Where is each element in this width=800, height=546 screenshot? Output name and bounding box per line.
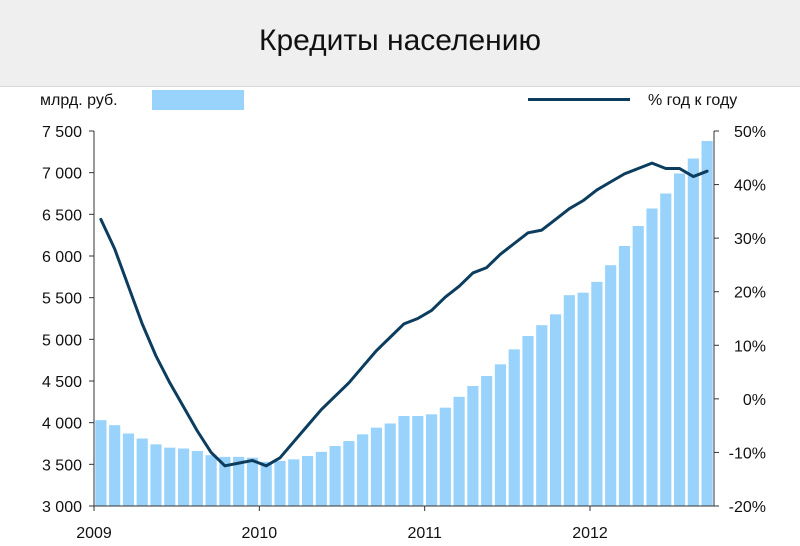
bar bbox=[439, 407, 451, 506]
bar bbox=[646, 208, 658, 506]
x-tick-label: 2012 bbox=[572, 525, 608, 542]
bar bbox=[425, 414, 438, 506]
bar bbox=[453, 396, 465, 506]
left-tick-label: 7 000 bbox=[42, 166, 82, 183]
bar bbox=[191, 451, 203, 506]
left-tick-label: 6 000 bbox=[42, 249, 82, 266]
line-layer bbox=[99, 161, 709, 468]
bar bbox=[109, 425, 121, 506]
right-tick-label: -10% bbox=[729, 445, 766, 462]
bar bbox=[591, 281, 603, 506]
bar bbox=[660, 193, 672, 506]
left-tick-label: 4 500 bbox=[42, 374, 82, 391]
bar bbox=[494, 364, 507, 506]
right-tick-label: -20% bbox=[729, 499, 766, 516]
bar bbox=[522, 336, 534, 506]
bar bbox=[536, 325, 548, 506]
x-tick-label: 2009 bbox=[76, 525, 112, 542]
bar bbox=[370, 427, 383, 506]
left-tick-label: 3 500 bbox=[42, 457, 82, 474]
bar bbox=[357, 434, 369, 506]
bar bbox=[274, 461, 286, 506]
bars-layer bbox=[95, 141, 713, 506]
bar bbox=[343, 441, 355, 506]
bar bbox=[177, 448, 190, 506]
bar bbox=[246, 457, 259, 506]
legend-bar-label: млрд. руб. bbox=[40, 92, 118, 109]
bar bbox=[260, 461, 272, 506]
bar bbox=[673, 173, 686, 506]
bar bbox=[315, 451, 327, 506]
right-tick-label: 20% bbox=[734, 285, 766, 302]
bar bbox=[136, 438, 148, 506]
chart-title: Кредиты населению bbox=[258, 24, 542, 57]
legend-line-label: % год к году bbox=[648, 92, 738, 109]
bar bbox=[329, 446, 341, 506]
right-tick-label: 50% bbox=[734, 124, 766, 141]
right-tick-label: 30% bbox=[734, 231, 766, 248]
bar bbox=[618, 246, 631, 506]
right-tick-label: 0% bbox=[743, 392, 766, 409]
axes-layer: 3 000 3 500 4 000 4 500 5 000 5 500 6 000 6 500… bbox=[42, 124, 766, 542]
bar bbox=[481, 376, 493, 506]
bar bbox=[687, 158, 699, 506]
bar bbox=[412, 416, 424, 506]
bar bbox=[233, 456, 245, 506]
title-bar: Кредиты населению bbox=[0, 0, 800, 87]
bar bbox=[205, 455, 217, 506]
left-tick-label: 5 000 bbox=[42, 332, 82, 349]
left-tick-label: 5 500 bbox=[42, 291, 82, 308]
bar bbox=[150, 444, 162, 506]
bar bbox=[164, 447, 176, 506]
bar bbox=[701, 141, 713, 506]
bar bbox=[632, 226, 644, 506]
bar bbox=[384, 423, 396, 506]
bar bbox=[95, 420, 107, 506]
x-tick-label: 2010 bbox=[242, 525, 278, 542]
legend-bar-swatch bbox=[152, 90, 244, 110]
bar bbox=[577, 292, 589, 506]
bar bbox=[219, 456, 231, 506]
bar bbox=[467, 386, 479, 506]
x-tick-label: 2011 bbox=[407, 525, 442, 542]
legend-line-swatch bbox=[528, 98, 630, 101]
bar bbox=[605, 265, 617, 506]
left-tick-label: 3 000 bbox=[42, 499, 82, 516]
bar bbox=[549, 314, 562, 506]
right-tick-label: 10% bbox=[734, 338, 766, 355]
bar bbox=[398, 416, 410, 506]
right-tick-label: 40% bbox=[734, 178, 766, 195]
bar bbox=[288, 459, 300, 506]
left-tick-label: 4 000 bbox=[42, 416, 82, 433]
left-tick-label: 6 500 bbox=[42, 207, 82, 224]
bar bbox=[563, 295, 575, 506]
bar bbox=[122, 433, 135, 506]
growth-line bbox=[99, 161, 709, 468]
left-tick-label: 7 500 bbox=[42, 124, 82, 141]
bar bbox=[508, 349, 520, 506]
bar bbox=[301, 456, 314, 506]
